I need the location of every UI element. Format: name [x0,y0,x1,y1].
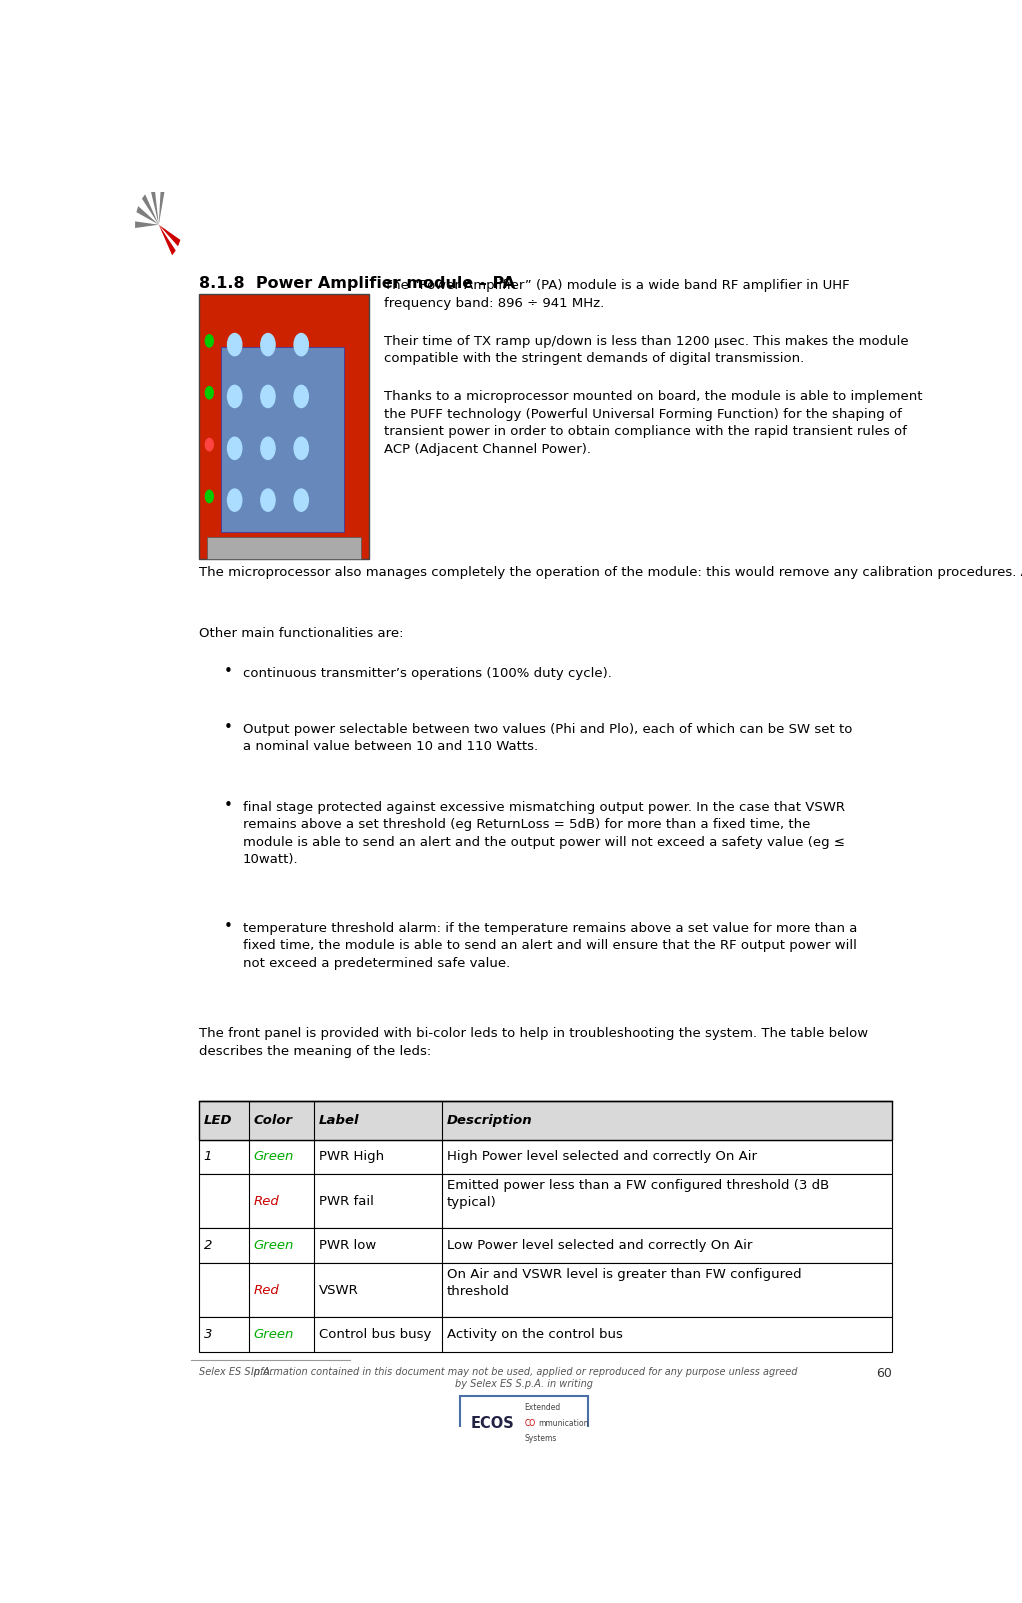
Circle shape [261,385,275,407]
Text: •: • [224,798,233,813]
Text: Selex ES S.p.A.: Selex ES S.p.A. [199,1367,273,1377]
Circle shape [294,333,309,356]
Text: VSWR: VSWR [319,1284,359,1297]
Circle shape [228,438,242,460]
Bar [199,1318,892,1351]
Text: 3: 3 [203,1327,213,1342]
Bar [199,1173,892,1228]
FancyBboxPatch shape [460,1396,588,1451]
Text: Emitted power less than a FW configured threshold (3 dB
typical): Emitted power less than a FW configured … [447,1178,829,1209]
Circle shape [205,386,214,399]
Text: 2: 2 [203,1239,213,1252]
Text: Red: Red [253,1194,279,1207]
Text: temperature threshold alarm: if the temperature remains above a set value for mo: temperature threshold alarm: if the temp… [242,922,857,970]
Polygon shape [158,224,176,255]
Text: PWR High: PWR High [319,1151,384,1164]
Circle shape [205,491,214,503]
Bar [199,1228,892,1263]
Text: Label: Label [319,1114,360,1127]
Polygon shape [136,207,158,224]
Bar [199,1263,892,1318]
Text: final stage protected against excessive mismatching output power. In the case th: final stage protected against excessive … [242,800,844,866]
Text: Their time of TX ramp up/down is less than 1200 μsec. This makes the module
comp: Their time of TX ramp up/down is less th… [383,335,909,365]
Text: Other main functionalities are:: Other main functionalities are: [199,627,404,640]
Text: •: • [224,919,233,935]
Text: •: • [224,720,233,736]
Text: Systems: Systems [524,1435,557,1443]
Circle shape [205,438,214,450]
Circle shape [205,335,214,348]
Text: Output power selectable between two values (Phi and Plo), each of which can be S: Output power selectable between two valu… [242,723,852,753]
Text: mmunication: mmunication [539,1419,589,1428]
Bar [221,348,344,532]
Circle shape [261,333,275,356]
Text: ECOS: ECOS [470,1415,514,1430]
Text: Activity on the control bus: Activity on the control bus [447,1327,623,1342]
Text: 60: 60 [876,1367,892,1380]
Circle shape [294,385,309,407]
Text: On Air and VSWR level is greater than FW configured
threshold: On Air and VSWR level is greater than FW… [447,1268,801,1298]
Polygon shape [150,188,158,224]
Text: High Power level selected and correctly On Air: High Power level selected and correctly … [447,1151,757,1164]
Text: LED: LED [203,1114,232,1127]
Bar [199,1101,892,1140]
Text: The microprocessor also manages completely the operation of the module: this wou: The microprocessor also manages complete… [199,566,1022,579]
Polygon shape [158,224,181,247]
Text: The “Power Amplifier” (PA) module is a wide band RF amplifier in UHF
frequency b: The “Power Amplifier” (PA) module is a w… [383,279,849,309]
Text: •: • [224,664,233,680]
Text: Color: Color [253,1114,292,1127]
Circle shape [294,438,309,460]
Circle shape [228,333,242,356]
Text: Green: Green [253,1327,294,1342]
Text: Thanks to a microprocessor mounted on board, the module is able to implement
the: Thanks to a microprocessor mounted on bo… [383,391,922,455]
Text: 8.1.8  Power Amplifier module – PA: 8.1.8 Power Amplifier module – PA [199,276,515,290]
Text: Control bus busy: Control bus busy [319,1327,431,1342]
Text: Red: Red [253,1284,279,1297]
Text: continuous transmitter’s operations (100% duty cycle).: continuous transmitter’s operations (100… [242,667,611,680]
Circle shape [228,489,242,511]
Polygon shape [142,194,158,224]
Text: PWR fail: PWR fail [319,1194,374,1207]
Text: Green: Green [253,1239,294,1252]
Text: CO: CO [524,1419,536,1428]
Polygon shape [135,221,158,228]
Text: Description: Description [447,1114,532,1127]
Text: Green: Green [253,1151,294,1164]
Bar [199,1140,892,1173]
Circle shape [261,438,275,460]
Text: PWR low: PWR low [319,1239,376,1252]
Circle shape [294,489,309,511]
Text: The front panel is provided with bi-color leds to help in troubleshooting the sy: The front panel is provided with bi-colo… [199,1028,868,1058]
Circle shape [261,489,275,511]
Text: Extended: Extended [524,1403,560,1412]
Polygon shape [158,188,165,224]
Text: Information contained in this document may not be used, applied or reproduced fo: Information contained in this document m… [250,1367,797,1390]
Bar [199,293,369,559]
Text: Low Power level selected and correctly On Air: Low Power level selected and correctly O… [447,1239,752,1252]
Circle shape [228,385,242,407]
Text: 1: 1 [203,1151,213,1164]
Bar [207,537,362,559]
